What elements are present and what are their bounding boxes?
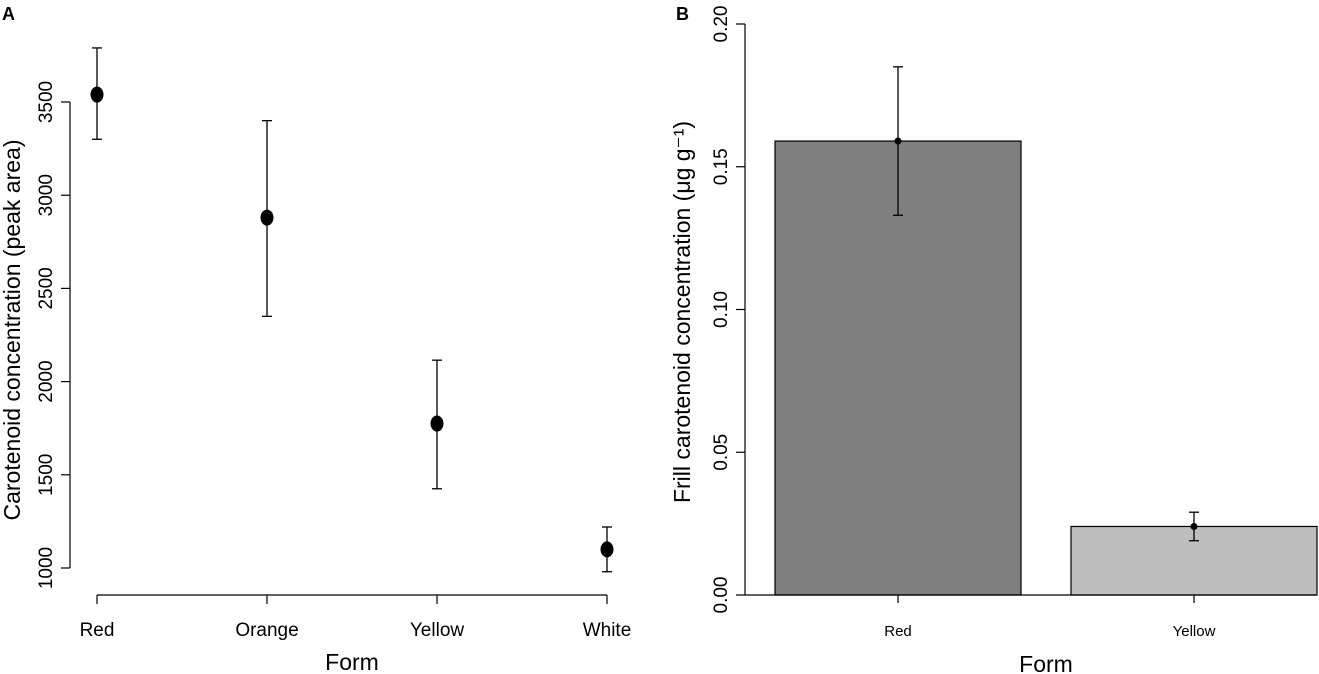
panel-a-marks [90, 47, 614, 573]
panel-a-y-tick-label: 2500 [36, 267, 57, 309]
panel-a-y-tick-label: 1500 [36, 454, 57, 496]
panel-b-mean-point [1190, 522, 1198, 530]
panel-a-point [600, 541, 614, 558]
panel-b-x-axis: Red Yellow [745, 594, 1317, 640]
panel-a-y-tick-label: 3000 [36, 174, 57, 216]
panel-b-mean-point [894, 137, 902, 145]
panel-a-x-tick-label: Yellow [410, 620, 465, 641]
panel-a-y-axis: 1000 1500 2000 2500 3000 3500 [36, 81, 71, 589]
panel-a-label: A [2, 4, 15, 24]
panel-a-y-tick-label: 1000 [36, 547, 57, 589]
panel-a-y-tick-label: 3500 [36, 81, 57, 123]
panel-a-x-tick-label: Red [80, 620, 115, 641]
panel-b-label: B [676, 4, 689, 24]
panel-a-point [260, 209, 274, 226]
panel-a-point [430, 415, 444, 432]
panel-b-x-tick-label: Red [884, 623, 912, 640]
panel-b-bar [774, 140, 1022, 596]
panel-b-y-tick-label: 0.00 [711, 577, 732, 614]
panel-a-y-axis-title: Carotenoid concentration (peak area) [0, 139, 25, 520]
panel-a: A 1000 1500 2000 2500 3000 3500 Red Orange Yell… [0, 4, 631, 674]
panel-b-y-axis: 0.00 0.05 0.10 0.15 0.20 [711, 6, 746, 614]
panel-b-bars [774, 140, 1318, 596]
panel-b-y-tick-label: 0.15 [711, 148, 732, 185]
panel-a-x-axis-title: Form [325, 649, 379, 674]
panel-b: B 0.00 0.05 0.10 0.15 0.20 Red Yellow Frill c… [669, 4, 1318, 674]
panel-a-point [90, 86, 104, 103]
panel-a-x-tick-label: Orange [235, 620, 298, 641]
panel-b-y-tick-label: 0.10 [711, 291, 732, 328]
panel-a-x-tick-label: White [583, 620, 632, 641]
panel-b-error-marks [893, 66, 1199, 542]
panel-b-y-axis-title: Frill carotenoid concentration (μg g⁻¹) [669, 121, 695, 503]
panel-a-y-tick-label: 2000 [36, 360, 57, 402]
panel-b-y-tick-label: 0.20 [711, 6, 732, 43]
panel-a-x-axis: Red Orange Yellow White [80, 594, 632, 641]
panel-b-y-tick-label: 0.05 [711, 434, 732, 471]
panel-b-x-axis-title: Form [1019, 651, 1073, 674]
panel-b-x-tick-label: Yellow [1173, 623, 1216, 640]
